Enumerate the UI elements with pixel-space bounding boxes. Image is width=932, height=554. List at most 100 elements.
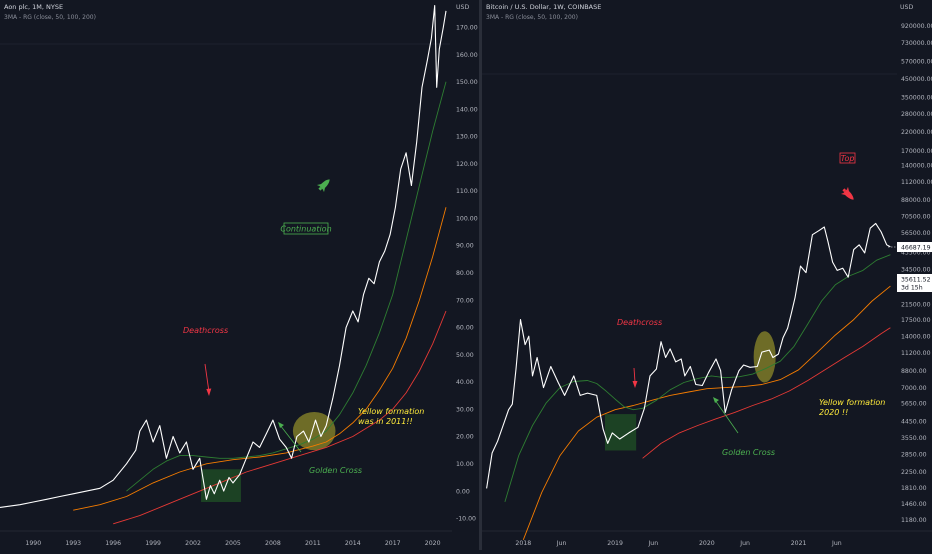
y-tick-label: 56500.00	[901, 230, 931, 237]
y-tick-label: 120.00	[456, 161, 478, 168]
price-tag-value: 46687.19	[901, 245, 931, 252]
y-tick-label: 920000.00	[901, 23, 932, 30]
x-tick-label: 1999	[145, 540, 161, 547]
falling-rocket-icon	[840, 186, 854, 200]
y-tick-label: 14000.00	[901, 333, 931, 340]
y-tick-label: 70.00	[456, 297, 474, 304]
right-highlights	[604, 331, 776, 451]
y-tick-label: 130.00	[456, 134, 478, 141]
y-tick-label: 21500.00	[901, 302, 931, 309]
left-yellow-formation-line-1: Yellow formation	[358, 407, 424, 416]
right-indicator-label: 3MA - RG (close, 50, 100, 200)	[486, 14, 578, 21]
y-tick-label: 30.00	[456, 406, 474, 413]
right-plot-area[interactable]	[482, 0, 895, 532]
x-tick-label: 1996	[105, 540, 121, 547]
left-y-axis: 170.00 160.00 150.00 140.00 130.00 120.00 110.…	[456, 24, 478, 522]
x-tick-label: Jun	[831, 540, 842, 547]
y-tick-label: 100.00	[456, 215, 478, 222]
y-tick-label: 43500.00	[901, 249, 931, 256]
x-tick-label: 2008	[265, 540, 281, 547]
y-tick-label: 170.00	[456, 24, 478, 31]
x-tick-label: 1990	[25, 540, 41, 547]
top-label: Top	[841, 154, 855, 163]
y-tick-label: 40.00	[456, 379, 474, 386]
rocket-icon	[316, 179, 330, 193]
right-x-axis: 2018 Jun 2019 Jun 2020 Jun 2021 Jun	[515, 540, 841, 547]
left-series	[0, 4, 447, 525]
panel-divider[interactable]	[479, 0, 482, 550]
y-tick-label: 70500.00	[901, 213, 931, 220]
series-ma50-line	[126, 81, 447, 492]
right-golden-cross-label: Golden Cross	[722, 448, 775, 457]
y-tick-label: 170000.00	[901, 148, 932, 155]
y-tick-label: 10.00	[456, 461, 474, 468]
y-tick-label: 11200.00	[901, 350, 931, 357]
top-box	[839, 152, 856, 164]
ma-tag-value: 35611.52	[901, 277, 931, 284]
continuation-box	[283, 222, 329, 235]
left-deathcross-arrow	[204, 363, 210, 393]
right-deathcross-arrow	[633, 367, 636, 383]
y-tick-label: 140000.00	[901, 163, 932, 170]
y-tick-label: 570000.00	[901, 58, 932, 65]
y-tick-label: 450000.00	[901, 76, 932, 83]
countdown-value: 3d 15h	[901, 285, 923, 292]
right-chart-panel[interactable]: 2018 Jun 2019 Jun 2020 Jun 2021 Jun 920000.00 73…	[482, 0, 932, 547]
y-tick-label: 7000.00	[901, 385, 927, 392]
series-ma200-line	[113, 310, 447, 525]
series-ma100-line	[522, 285, 891, 540]
y-tick-label: 88000.00	[901, 197, 931, 204]
series-ma200-line	[642, 327, 891, 459]
y-tick-label: 4450.00	[901, 418, 927, 425]
left-indicator-label: 3MA - RG (close, 50, 100, 200)	[4, 14, 96, 21]
series-ma50-line	[504, 254, 891, 503]
left-deathcross-arrowhead	[206, 388, 212, 396]
price-tag	[897, 242, 932, 252]
x-tick-label: Jun	[647, 540, 658, 547]
x-tick-label: 1993	[65, 540, 81, 547]
y-tick-label: 112000.00	[901, 179, 932, 186]
left-plot-area[interactable]	[0, 0, 446, 532]
x-tick-label: 2019	[607, 540, 623, 547]
y-tick-label: 220000.00	[901, 129, 932, 136]
y-tick-label: 140.00	[456, 106, 478, 113]
left-golden-cross-arrow	[279, 424, 302, 453]
y-tick-label: 160.00	[456, 52, 478, 59]
x-tick-label: 2005	[225, 540, 241, 547]
right-axis-unit: USD	[900, 4, 913, 11]
y-tick-label: 17500.00	[901, 317, 931, 324]
series-price-line	[0, 4, 447, 508]
y-tick-label: 1460.00	[901, 501, 927, 508]
right-y-axis: 920000.00 730000.00 570000.00 450000.00 3500…	[901, 23, 932, 524]
y-tick-label: 5650.00	[901, 401, 927, 408]
left-axis-unit: USD	[456, 4, 469, 11]
y-tick-label: 0.00	[456, 488, 470, 495]
y-tick-label: 8800.00	[901, 368, 927, 375]
y-tick-label: 350000.00	[901, 95, 932, 102]
series-ma100-line	[73, 207, 447, 511]
right-golden-cross-arrow	[714, 399, 739, 434]
continuation-label: Continuation	[280, 225, 331, 234]
y-tick-label: 60.00	[456, 325, 474, 332]
consolidation-box	[604, 414, 637, 451]
left-yellow-formation-line-2: was in 2011!!	[358, 417, 413, 426]
y-tick-label: 1810.00	[901, 485, 927, 492]
x-tick-label: 2021	[791, 540, 807, 547]
x-tick-label: 2002	[185, 540, 201, 547]
y-tick-label: 730000.00	[901, 40, 932, 47]
x-tick-label: 2020	[699, 540, 715, 547]
series-price-line	[486, 222, 891, 489]
left-golden-cross-label: Golden Cross	[309, 466, 362, 475]
left-chart-panel[interactable]: 1990 1993 1996 1999 2002 2005 2008 2011 2014 2017…	[0, 0, 478, 547]
y-tick-label: 2850.00	[901, 451, 927, 458]
y-tick-label: 3550.00	[901, 435, 927, 442]
y-tick-label: 2250.00	[901, 469, 927, 476]
x-tick-label: 2020	[425, 540, 441, 547]
right-yellow-formation-line-1: Yellow formation	[819, 398, 885, 407]
yellow-formation-circle	[292, 411, 336, 451]
y-tick-label: 90.00	[456, 243, 474, 250]
right-series	[486, 222, 891, 540]
x-tick-label: 2017	[385, 540, 401, 547]
x-tick-label: Jun	[739, 540, 750, 547]
